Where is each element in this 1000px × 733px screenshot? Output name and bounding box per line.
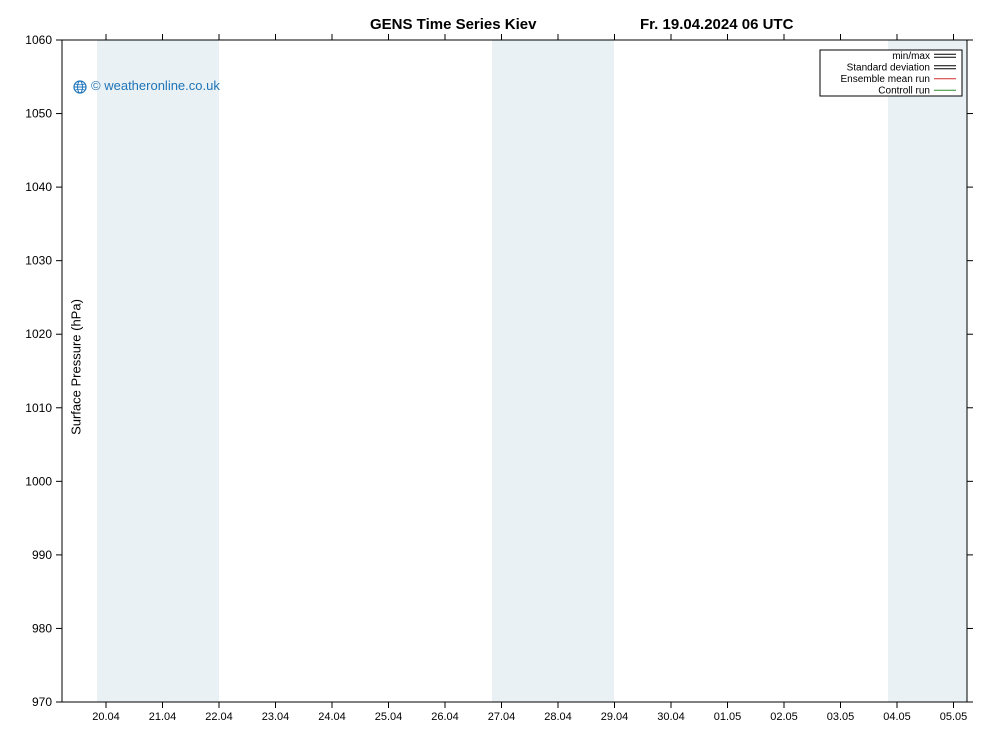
svg-text:24.04: 24.04 xyxy=(318,711,346,723)
svg-text:21.04: 21.04 xyxy=(149,711,177,723)
svg-text:1000: 1000 xyxy=(25,474,52,488)
watermark-copyright: © xyxy=(91,78,101,93)
svg-text:1010: 1010 xyxy=(25,401,52,415)
svg-text:Ensemble mean run: Ensemble mean run xyxy=(841,74,931,85)
svg-text:01.05: 01.05 xyxy=(714,711,742,723)
svg-text:970: 970 xyxy=(32,695,52,709)
svg-text:28.04: 28.04 xyxy=(544,711,572,723)
svg-text:30.04: 30.04 xyxy=(657,711,685,723)
svg-text:29.04: 29.04 xyxy=(601,711,629,723)
svg-text:Controll run: Controll run xyxy=(878,85,930,96)
chart-plot: 970 980 990 1000 1010 1020 1030 1040 1050 1060 20.… xyxy=(0,0,1000,733)
y-axis-label: Surface Pressure (hPa) xyxy=(68,299,83,435)
svg-text:min/max: min/max xyxy=(892,51,930,62)
svg-text:03.05: 03.05 xyxy=(827,711,855,723)
watermark-text: weatheronline.co.uk xyxy=(104,78,220,93)
svg-text:04.05: 04.05 xyxy=(883,711,911,723)
svg-text:1030: 1030 xyxy=(25,254,52,268)
svg-text:22.04: 22.04 xyxy=(205,711,233,723)
svg-text:Standard deviation: Standard deviation xyxy=(847,62,930,73)
svg-text:1060: 1060 xyxy=(25,33,52,47)
globe-icon xyxy=(73,80,87,94)
svg-text:25.04: 25.04 xyxy=(375,711,403,723)
chart-title-right: Fr. 19.04.2024 06 UTC xyxy=(640,16,793,33)
chart-container: GENS Time Series Kiev Fr. 19.04.2024 06 … xyxy=(0,0,1000,733)
svg-text:26.04: 26.04 xyxy=(431,711,459,723)
watermark: © weatheronline.co.uk xyxy=(73,78,220,94)
svg-text:23.04: 23.04 xyxy=(262,711,290,723)
svg-text:1040: 1040 xyxy=(25,180,52,194)
svg-text:1050: 1050 xyxy=(25,107,52,121)
svg-text:980: 980 xyxy=(32,621,52,635)
svg-text:990: 990 xyxy=(32,548,52,562)
svg-text:1020: 1020 xyxy=(25,327,52,341)
svg-text:20.04: 20.04 xyxy=(92,711,120,723)
svg-text:27.04: 27.04 xyxy=(488,711,516,723)
svg-text:02.05: 02.05 xyxy=(770,711,798,723)
svg-text:05.05: 05.05 xyxy=(940,711,968,723)
chart-title-left: GENS Time Series Kiev xyxy=(370,16,536,33)
